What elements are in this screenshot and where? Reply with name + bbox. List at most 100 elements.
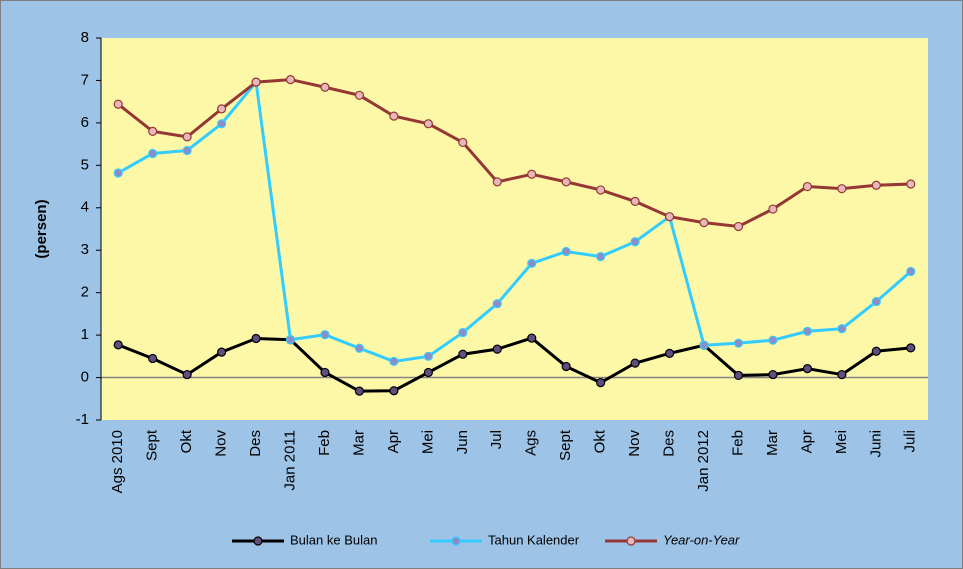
legend-label: Bulan ke Bulan	[290, 532, 377, 547]
data-point	[251, 333, 261, 344]
data-point	[320, 367, 330, 378]
data-point	[733, 338, 744, 348]
data-point	[630, 196, 640, 207]
x-tick-label: Okt	[592, 429, 609, 453]
x-tick-label: Feb	[316, 430, 333, 456]
data-point	[320, 330, 330, 340]
y-tick-label: 3	[81, 241, 89, 258]
data-point	[802, 181, 812, 192]
x-tick-label: Jun	[454, 430, 471, 454]
data-point	[733, 221, 744, 232]
x-tick-label: Okt	[178, 429, 195, 453]
x-tick-label: Juni	[867, 430, 884, 458]
data-point	[389, 386, 399, 396]
y-tick-label: 2	[81, 284, 89, 301]
data-point	[561, 361, 571, 372]
y-tick-label: 8	[81, 29, 89, 46]
y-tick-label: 7	[81, 71, 89, 88]
data-point	[423, 119, 433, 129]
data-point	[492, 299, 502, 309]
legend-label: Tahun Kalender	[488, 532, 580, 547]
data-point	[837, 184, 847, 194]
x-tick-label: Jan 2011	[281, 430, 298, 491]
legend-marker	[626, 536, 636, 546]
series-line	[117, 78, 912, 363]
data-point	[871, 346, 881, 356]
data-point	[148, 148, 158, 159]
x-tick-label: Mar	[764, 430, 781, 456]
data-point	[733, 370, 744, 381]
data-point	[320, 82, 330, 92]
data-point	[251, 77, 261, 87]
y-tick-label: 0	[81, 369, 89, 386]
data-point	[906, 343, 916, 353]
data-point	[182, 132, 192, 142]
data-point	[182, 145, 192, 156]
data-point	[113, 340, 123, 350]
data-point	[285, 74, 296, 85]
data-point	[354, 386, 365, 396]
x-tick-label: Des	[661, 430, 678, 457]
data-point	[182, 369, 192, 380]
data-point	[527, 333, 537, 343]
data-point	[217, 119, 227, 129]
data-point	[768, 204, 778, 214]
data-point	[113, 99, 123, 109]
data-point	[389, 111, 399, 121]
series-line	[117, 78, 911, 228]
data-point	[285, 335, 296, 345]
data-point	[802, 326, 812, 336]
data-point	[561, 177, 571, 187]
data-point	[148, 126, 158, 136]
y-tick-label: 5	[81, 156, 89, 173]
x-tick-label: Feb	[729, 430, 746, 456]
data-point	[906, 266, 916, 277]
data-point	[837, 324, 847, 334]
data-point	[802, 364, 812, 374]
x-tick-label: Des	[247, 430, 264, 457]
data-point	[871, 180, 881, 190]
x-tick-label: Sept	[144, 429, 161, 461]
data-point	[630, 358, 640, 368]
y-tick-label: 4	[81, 199, 89, 216]
x-tick-label: Jan 2012	[695, 430, 712, 492]
data-point	[458, 137, 468, 148]
x-tick-label: Nov	[213, 430, 230, 457]
x-tick-label: Apr	[798, 430, 815, 453]
data-point	[596, 185, 606, 195]
data-point	[423, 351, 433, 361]
x-tick-label: Mei	[419, 430, 436, 454]
data-point	[217, 104, 227, 114]
data-point	[492, 344, 502, 354]
legend-marker	[253, 536, 263, 546]
legend-marker	[451, 536, 461, 546]
data-point	[768, 369, 778, 380]
data-point	[596, 251, 606, 262]
data-point	[906, 179, 916, 189]
data-point	[113, 168, 123, 178]
data-point	[768, 335, 778, 345]
data-point	[217, 347, 227, 357]
data-point	[458, 349, 468, 359]
data-point	[837, 369, 847, 380]
x-tick-label: Nov	[626, 430, 643, 457]
data-point	[664, 348, 675, 358]
x-tick-label: Jul	[488, 430, 505, 449]
data-point	[458, 327, 468, 338]
x-tick-label: Mar	[350, 430, 367, 456]
y-tick-label: 6	[81, 114, 89, 131]
y-tick-label: -1	[76, 411, 89, 428]
data-point	[389, 356, 399, 367]
data-point	[492, 177, 502, 187]
x-tick-label: Ags 2010	[109, 430, 126, 493]
series-line	[117, 336, 911, 393]
x-tick-label: Mei	[833, 430, 850, 454]
data-point	[354, 343, 365, 353]
data-point	[527, 258, 537, 268]
data-point	[699, 218, 709, 228]
data-point	[354, 90, 365, 100]
x-tick-label: Sept	[557, 429, 574, 461]
data-point	[630, 237, 640, 247]
data-point	[871, 296, 881, 307]
